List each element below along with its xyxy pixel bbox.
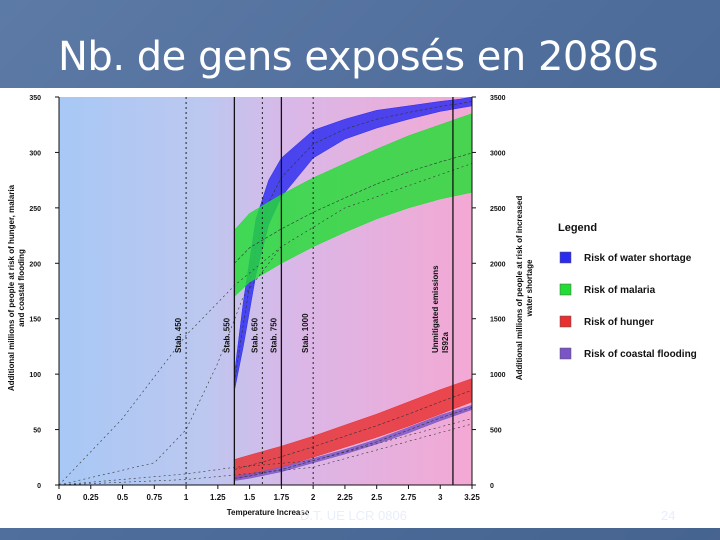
trend-curve-1 xyxy=(58,246,282,486)
x-tick-label-7: 1.75 xyxy=(274,493,290,502)
legend-swatch-0 xyxy=(559,251,572,264)
y-right-tick-label-6: 3000 xyxy=(490,150,506,157)
stab-label-4: Stab. 1000 xyxy=(301,313,310,353)
y-left-label-line2: and coastal flooding xyxy=(17,249,26,327)
y-right-tick-label-7: 3500 xyxy=(490,95,506,102)
y-right-tick-label-0: 0 xyxy=(490,483,494,490)
y-right-tick-label-5: 2500 xyxy=(490,206,506,213)
stab-label-0: Stab. 450 xyxy=(174,317,183,353)
x-tick-label-2: 0.5 xyxy=(117,493,129,502)
series-midline-0 xyxy=(234,101,473,383)
legend-label-3: Risk of coastal flooding xyxy=(584,349,697,360)
page-number: 24 xyxy=(661,508,676,523)
footer-code: D.T. UE LCR 0806 xyxy=(300,508,407,523)
x-tick-label-10: 2.5 xyxy=(371,493,383,502)
x-tick-label-4: 1 xyxy=(184,493,189,502)
stab-label-1: Stab. 550 xyxy=(222,317,231,353)
chart-area: Stab. 450 Stab. 550 Stab. 650 Stab. 750 Stab… xyxy=(0,88,720,528)
source-note: Source: Parry et al 2001 xyxy=(545,446,627,505)
y-left-tick-label-6: 300 xyxy=(29,150,41,157)
y-right-tick-label-4: 2000 xyxy=(490,261,506,268)
y-right-tick-label-2: 1000 xyxy=(490,372,506,379)
series-midline-1 xyxy=(234,152,473,264)
x-tick-label-13: 3.25 xyxy=(464,493,480,502)
x-tick-label-0: 0 xyxy=(57,493,62,502)
slide-title: Nb. de gens exposés en 2080s xyxy=(58,34,659,80)
y-right-label-line2: water shortage xyxy=(525,259,534,317)
stab-label-5: Unmitigated emissions xyxy=(431,265,440,353)
series-midline-2 xyxy=(234,389,473,470)
legend-swatch-3 xyxy=(559,347,572,360)
y-left-tick-label-5: 250 xyxy=(29,206,41,213)
legend-label-2: Risk of hunger xyxy=(584,317,654,328)
x-tick-label-1: 0.25 xyxy=(83,493,99,502)
y-left-tick-label-4: 200 xyxy=(29,261,41,268)
x-tick-label-5: 1.25 xyxy=(210,493,226,502)
y-left-tick-label-2: 100 xyxy=(29,372,41,379)
x-axis-label: Temperature Increase xyxy=(227,508,310,517)
chart-svg: Stab. 450 Stab. 550 Stab. 650 Stab. 750 Stab… xyxy=(0,88,720,528)
x-tick-label-12: 3 xyxy=(438,493,443,502)
stab-label-5: IS92a xyxy=(441,332,450,353)
legend-label-0: Risk of water shortage xyxy=(584,253,692,264)
series-midline-3 xyxy=(234,407,473,479)
y-left-tick-label-7: 350 xyxy=(29,95,41,102)
legend-label-1: Risk of malaria xyxy=(584,285,656,296)
x-tick-label-6: 1.5 xyxy=(244,493,256,502)
y-left-tick-label-3: 150 xyxy=(29,317,41,324)
legend-swatch-2 xyxy=(559,315,572,328)
x-tick-label-11: 2.75 xyxy=(401,493,417,502)
stab-label-2: Stab. 650 xyxy=(250,317,259,353)
x-tick-label-8: 2 xyxy=(311,493,316,502)
stab-label-3: Stab. 750 xyxy=(269,317,278,353)
y-left-label-line1: Additional millions of people at risk of… xyxy=(7,184,16,391)
y-left-tick-label-0: 0 xyxy=(37,483,41,490)
x-tick-label-9: 2.25 xyxy=(337,493,353,502)
y-right-label-line1: Additional millions of people at risk of… xyxy=(515,196,524,381)
x-tick-label-3: 0.75 xyxy=(147,493,163,502)
y-left-tick-label-1: 50 xyxy=(33,428,41,435)
legend-swatch-1 xyxy=(559,283,572,296)
y-right-tick-label-1: 500 xyxy=(490,428,502,435)
y-right-tick-label-3: 1500 xyxy=(490,317,506,324)
legend-title: Legend xyxy=(558,222,597,234)
